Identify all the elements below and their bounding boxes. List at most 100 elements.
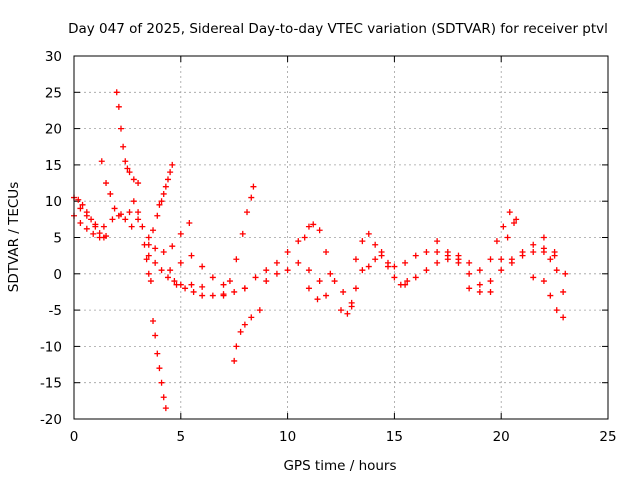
y-tick-label: 25 <box>45 85 62 101</box>
data-point <box>115 212 122 219</box>
data-point <box>540 234 547 241</box>
data-point <box>186 219 193 226</box>
y-tick-label: 5 <box>53 231 62 247</box>
data-point <box>365 230 372 237</box>
data-point <box>241 285 248 292</box>
series-s9 <box>145 252 206 290</box>
data-point <box>145 252 152 259</box>
data-point <box>160 249 167 256</box>
data-point <box>553 267 560 274</box>
data-point <box>344 310 351 317</box>
data-point <box>434 259 441 266</box>
series-s10 <box>173 281 248 299</box>
data-point <box>295 259 302 266</box>
data-point <box>455 252 462 259</box>
data-point <box>498 256 505 263</box>
x-tick-label: 15 <box>386 429 403 445</box>
data-point <box>500 223 507 230</box>
data-point <box>423 267 430 274</box>
data-point <box>412 274 419 281</box>
data-point <box>220 281 227 288</box>
y-tick-label: -15 <box>40 376 62 392</box>
x-axis-label: GPS time / hours <box>283 458 396 474</box>
data-point <box>384 259 391 266</box>
data-point <box>169 161 176 168</box>
data-point <box>547 292 554 299</box>
series-s15 <box>231 307 263 364</box>
data-point <box>152 245 159 252</box>
data-point <box>295 238 302 245</box>
series-s17 <box>263 259 323 285</box>
data-point <box>248 194 255 201</box>
data-point <box>316 227 323 234</box>
data-point <box>372 256 379 263</box>
axis-ticks: 0 5 10 15 20 25 -20 -15 -10 -5 0 5 10 15 20 25 30 <box>40 49 617 445</box>
data-point <box>239 230 246 237</box>
data-point <box>237 328 244 335</box>
data-point <box>173 281 180 288</box>
data-point <box>404 278 411 285</box>
data-point <box>126 169 133 176</box>
data-point <box>327 270 334 277</box>
data-point <box>199 263 206 270</box>
data-point <box>263 278 270 285</box>
data-point <box>83 212 90 219</box>
data-point <box>122 158 129 165</box>
series-s5 <box>113 89 142 187</box>
data-point <box>284 249 291 256</box>
data-point <box>263 267 270 274</box>
data-point <box>412 252 419 259</box>
data-point <box>352 285 359 292</box>
y-tick-label: -10 <box>40 339 62 355</box>
data-point <box>359 238 366 245</box>
data-point <box>158 379 165 386</box>
data-point <box>75 196 82 203</box>
data-point <box>169 243 176 250</box>
data-point <box>250 183 257 190</box>
data-point <box>506 209 513 216</box>
data-point <box>476 267 483 274</box>
series-s14 <box>250 183 257 190</box>
data-point <box>152 259 159 266</box>
series-s11 <box>150 317 169 412</box>
data-point <box>476 288 483 295</box>
data-point <box>365 263 372 270</box>
series-s21 <box>352 230 391 270</box>
data-point <box>152 332 159 339</box>
data-point <box>359 267 366 274</box>
y-tick-label: 0 <box>53 267 62 283</box>
data-point <box>391 274 398 281</box>
data-point <box>487 288 494 295</box>
data-point <box>188 281 195 288</box>
data-point <box>301 234 308 241</box>
data-point <box>79 201 86 208</box>
data-point <box>551 249 558 256</box>
data-point <box>92 221 99 228</box>
data-point <box>305 267 312 274</box>
series-s8 <box>145 219 193 256</box>
data-point <box>143 256 150 263</box>
data-point <box>190 288 197 295</box>
data-point <box>378 249 385 256</box>
data-point <box>77 219 84 226</box>
data-point <box>107 190 114 197</box>
data-point <box>128 223 135 230</box>
data-point <box>77 205 84 212</box>
data-point <box>530 249 537 256</box>
data-point <box>553 307 560 314</box>
data-point <box>530 274 537 281</box>
data-point <box>444 249 451 256</box>
data-point <box>145 234 152 241</box>
data-point <box>314 296 321 303</box>
data-point <box>156 201 163 208</box>
data-point <box>182 285 189 292</box>
data-point <box>160 190 167 197</box>
data-point <box>158 198 165 205</box>
series-s7 <box>145 161 176 241</box>
data-point <box>508 256 515 263</box>
data-point <box>83 225 90 232</box>
series-s29 <box>508 234 569 277</box>
data-point <box>117 125 124 132</box>
series-s4 <box>98 158 135 230</box>
data-point <box>139 223 146 230</box>
